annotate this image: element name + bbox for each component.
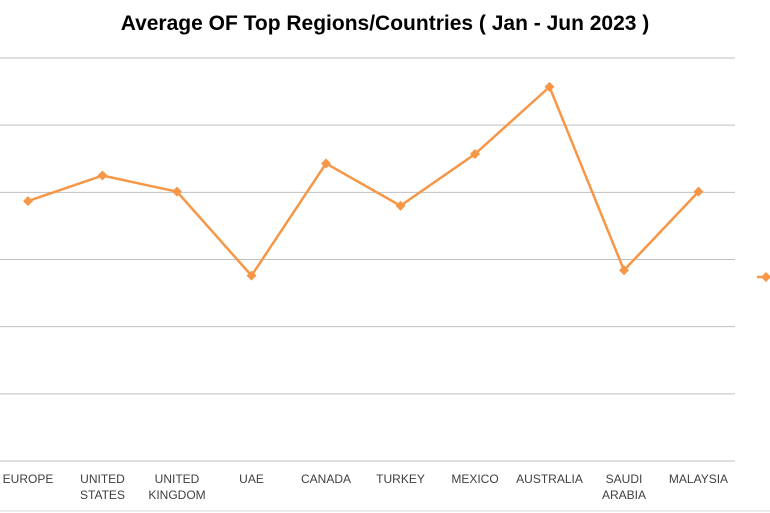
data-point-marker (97, 170, 108, 181)
x-tick-label: TURKEY (376, 472, 425, 486)
chart-title: Average OF Top Regions/Countries ( Jan -… (120, 12, 650, 35)
data-point-marker (693, 186, 704, 197)
series-line (27, 85, 700, 277)
x-tick-label: AUSTRALIA (516, 472, 583, 486)
data-point-marker (321, 158, 331, 169)
x-tick-label: EUROPE (3, 472, 54, 486)
data-point-marker (544, 81, 555, 92)
data-point-marker (470, 149, 480, 160)
data-point-marker (619, 265, 629, 276)
x-tick-label: UAE (239, 472, 264, 486)
x-tick-label: MEXICO (451, 472, 498, 486)
legend-marker-sample (761, 272, 770, 282)
data-markers (23, 81, 704, 281)
x-tick-label: UNITED STATES (80, 472, 125, 502)
x-tick-label: UNITED KINGDOM (148, 472, 205, 502)
data-point-marker (23, 196, 33, 207)
x-tick-label: MALAYSIA (669, 472, 728, 486)
x-tick-label: SAUDI ARABIA (602, 472, 646, 502)
series-line-layer (27, 85, 700, 277)
data-point-marker (246, 270, 257, 281)
data-point-marker (172, 186, 182, 197)
data-point-marker (395, 200, 406, 211)
legend (757, 272, 770, 282)
gridlines (0, 57, 735, 462)
x-tick-label: CANADA (301, 472, 351, 486)
x-axis-tick-labels: EUROPE UNITED STATES UNITED KINGDOM UAE CANADA… (3, 472, 728, 502)
